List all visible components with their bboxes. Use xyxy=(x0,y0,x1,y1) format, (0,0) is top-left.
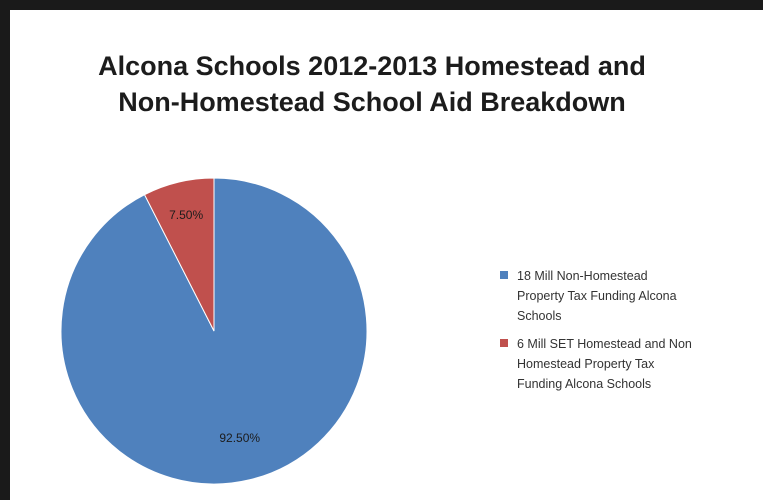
legend-label-line: Property Tax Funding Alcona xyxy=(517,289,677,303)
legend-item-non-homestead: 18 Mill Non-Homestead Property Tax Fundi… xyxy=(498,266,760,326)
legend-label-line: Funding Alcona Schools xyxy=(517,377,652,391)
chart-title: Alcona Schools 2012-2013 Homestead and N… xyxy=(10,48,734,120)
chart-frame: Alcona Schools 2012-2013 Homestead and N… xyxy=(10,10,763,500)
legend-label-line: Schools xyxy=(517,309,562,323)
legend-label-line: Homestead Property Tax xyxy=(517,357,655,371)
pie-chart: 92.50% 7.50% xyxy=(60,177,368,485)
legend: 18 Mill Non-Homestead Property Tax Fundi… xyxy=(498,266,760,402)
legend-swatch-blue xyxy=(500,271,508,279)
legend-swatch-red xyxy=(500,339,508,347)
legend-item-homestead: 6 Mill SET Homestead and Non Homestead P… xyxy=(498,334,760,394)
legend-label-line: 6 Mill SET Homestead and Non xyxy=(517,337,692,351)
legend-label-line: 18 Mill Non-Homestead xyxy=(517,269,648,283)
pie-slice-homestead xyxy=(143,177,215,332)
chart-title-line-1: Alcona Schools 2012-2013 Homestead and xyxy=(98,51,646,81)
pie-label-homestead: 7.50% xyxy=(169,208,203,222)
pie-label-non-homestead: 92.50% xyxy=(219,431,260,445)
chart-title-line-2: Non-Homestead School Aid Breakdown xyxy=(118,87,626,117)
